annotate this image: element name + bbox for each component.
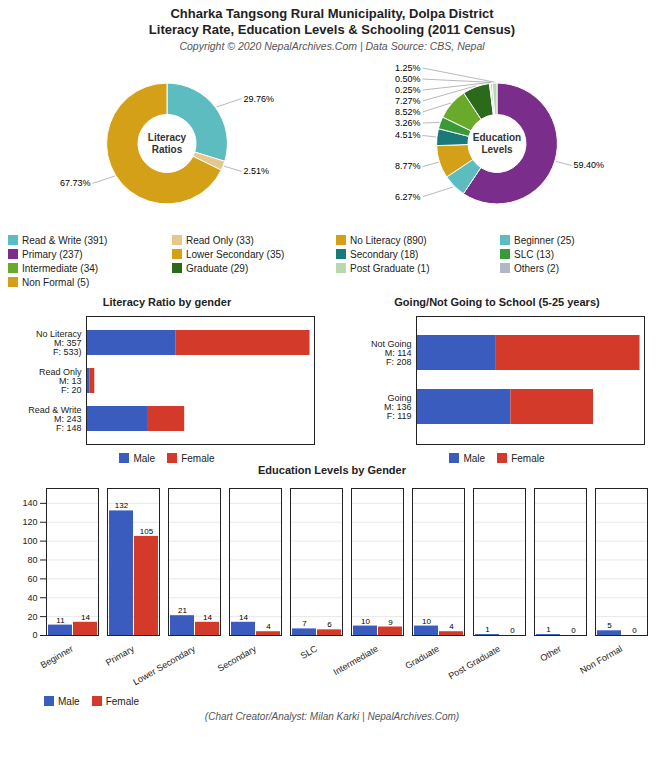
html-text:Secondary (18): Secondary (18) [350, 249, 419, 260]
svg-text:14: 14 [203, 613, 212, 622]
svg-text:2.51%: 2.51% [243, 166, 269, 176]
svg-text:4: 4 [266, 622, 271, 631]
html-text:Intermediate (34): Intermediate (34) [22, 263, 99, 274]
html-text:No Literacy (890): No Literacy (890) [350, 235, 427, 246]
html-text:Education Levels by Gender: Education Levels by Gender [258, 464, 406, 476]
svg-text:1: 1 [485, 625, 490, 634]
html-text:Read Only (33): Read Only (33) [186, 235, 254, 246]
html-text:Post Graduate (1): Post Graduate (1) [350, 263, 430, 274]
svg-text:No LiteracyM: 357F: 533): No LiteracyM: 357F: 533) [36, 329, 82, 357]
svg-text:Read & WriteM: 243F: 148: Read & WriteM: 243F: 148 [28, 405, 81, 433]
svg-text:Primary: Primary [104, 643, 136, 667]
svg-text:10: 10 [422, 617, 431, 626]
html-text:Beginner (25): Beginner (25) [514, 235, 575, 246]
svg-text:Not GoingM: 114F: 208: Not GoingM: 114F: 208 [371, 339, 412, 367]
svg-text:4: 4 [449, 622, 454, 631]
svg-text:40: 40 [27, 593, 37, 603]
html-text:Going/Not Going to School (5-2: Going/Not Going to School (5-25 years) [394, 296, 600, 308]
html-text:Female: Female [105, 696, 139, 707]
html-text:Lower Secondary (35): Lower Secondary (35) [186, 249, 285, 260]
html-text:Female: Female [511, 453, 545, 464]
svg-text:29.76%: 29.76% [243, 94, 274, 104]
svg-text:0: 0 [571, 626, 576, 635]
svg-text:4.51%: 4.51% [395, 130, 421, 140]
html-text:(Chart Creator/Analyst: Milan: (Chart Creator/Analyst: Milan Karki | Ne… [204, 711, 460, 722]
svg-text:0.50%: 0.50% [395, 74, 421, 84]
svg-text:EducationLevels: EducationLevels [473, 132, 521, 155]
html-text:Literacy Ratio by gender: Literacy Ratio by gender [102, 296, 232, 308]
svg-text:14: 14 [81, 613, 90, 622]
svg-text:100: 100 [22, 536, 37, 546]
svg-text:3.26%: 3.26% [395, 118, 421, 128]
svg-text:10: 10 [361, 617, 370, 626]
svg-text:0.25%: 0.25% [395, 85, 421, 95]
html-text:Non Formal (5): Non Formal (5) [22, 277, 90, 288]
svg-text:60: 60 [27, 574, 37, 584]
svg-text:Read OnlyM: 13F: 20: Read OnlyM: 13F: 20 [39, 367, 82, 395]
svg-text:59.40%: 59.40% [573, 160, 604, 170]
html-text:Female: Female [181, 453, 215, 464]
svg-text:14: 14 [239, 613, 248, 622]
svg-text:5: 5 [607, 621, 612, 630]
svg-text:Graduate: Graduate [403, 644, 441, 671]
svg-text:132: 132 [115, 501, 129, 510]
svg-text:7.27%: 7.27% [395, 96, 421, 106]
html-text:Others (2): Others (2) [514, 263, 559, 274]
svg-text:80: 80 [27, 555, 37, 565]
html-text:Male: Male [133, 453, 156, 464]
svg-text:105: 105 [140, 527, 154, 536]
svg-text:1.25%: 1.25% [395, 63, 421, 73]
svg-text:Secondary: Secondary [216, 643, 259, 673]
svg-text:0: 0 [510, 626, 515, 635]
html-text:Chharka Tangsong Rural Municip: Chharka Tangsong Rural Municipality, Dol… [148, 6, 516, 37]
svg-text:67.73%: 67.73% [60, 178, 91, 188]
svg-text:8.52%: 8.52% [395, 107, 421, 117]
svg-text:Other: Other [538, 644, 562, 664]
html-text:Male: Male [58, 696, 80, 707]
svg-text:Non Formal: Non Formal [578, 644, 624, 676]
svg-text:LiteracyRatios: LiteracyRatios [148, 132, 187, 155]
svg-text:140: 140 [22, 498, 37, 508]
svg-text:8.77%: 8.77% [395, 161, 421, 171]
svg-text:1: 1 [546, 625, 551, 634]
html-text:Graduate (29): Graduate (29) [186, 263, 249, 274]
svg-text:11: 11 [56, 616, 65, 625]
html-text:Male: Male [463, 453, 486, 464]
svg-text:GoingM: 136F: 119: GoingM: 136F: 119 [384, 393, 412, 421]
svg-text:SLC: SLC [299, 643, 320, 661]
svg-text:20: 20 [27, 612, 37, 622]
svg-text:9: 9 [388, 618, 393, 627]
html-text:Read & Write (391): Read & Write (391) [22, 235, 108, 246]
html-text:SLC (13): SLC (13) [514, 249, 554, 260]
svg-text:21: 21 [178, 606, 187, 615]
svg-text:7: 7 [302, 619, 307, 628]
svg-text:0: 0 [632, 626, 637, 635]
svg-text:Intermediate: Intermediate [332, 644, 380, 678]
svg-text:Post Graduate: Post Graduate [447, 644, 502, 682]
svg-text:Beginner: Beginner [39, 644, 75, 671]
svg-text:Lower Secondary: Lower Secondary [131, 643, 197, 687]
svg-text:120: 120 [22, 517, 37, 527]
svg-text:6: 6 [327, 620, 332, 629]
html-text:Primary (237): Primary (237) [22, 249, 83, 260]
svg-text:0: 0 [32, 630, 37, 640]
svg-text:6.27%: 6.27% [395, 192, 421, 202]
html-text:Copyright © 2020 NepalArchives: Copyright © 2020 NepalArchives.Com | Dat… [179, 40, 485, 52]
